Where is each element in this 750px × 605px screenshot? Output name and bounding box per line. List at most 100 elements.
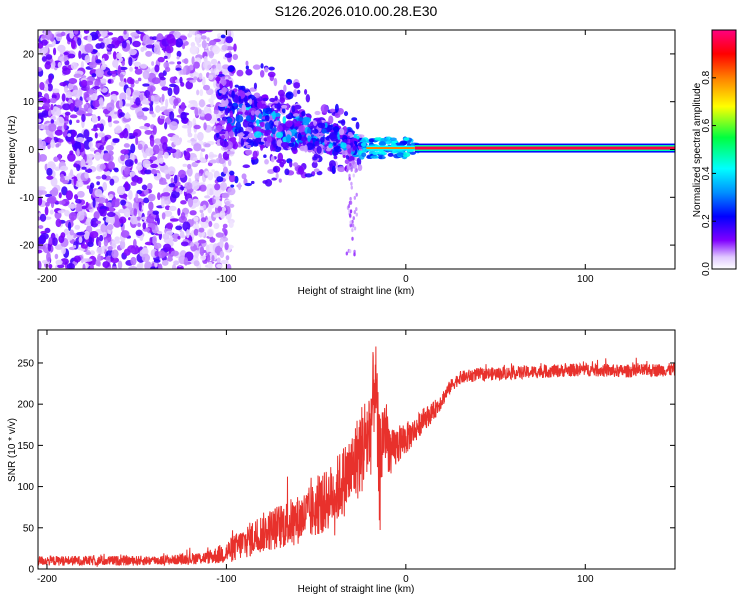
heatmap-cell: [284, 169, 289, 176]
heatmap-cell: [350, 209, 352, 213]
heatmap-cell: [225, 53, 233, 58]
top-y-tick-label: 20: [23, 49, 35, 60]
heatmap-cell: [190, 210, 197, 215]
heatmap-cell: [146, 216, 155, 224]
heatmap-cell: [225, 108, 229, 116]
heatmap-cell: [135, 80, 139, 84]
heatmap-cell: [285, 120, 293, 127]
heatmap-cell: [39, 82, 44, 90]
heatmap-cell: [197, 132, 204, 141]
heatmap-cell: [353, 252, 355, 256]
heatmap-cell: [233, 44, 237, 52]
heatmap-cell: [166, 34, 175, 44]
heatmap-cell: [106, 102, 114, 111]
heatmap-cell: [174, 175, 178, 184]
heatmap-cell: [279, 162, 284, 168]
heatmap-cell: [162, 212, 166, 219]
heatmap-cell: [193, 157, 198, 161]
heatmap-cell: [194, 250, 199, 258]
heatmap-cell: [175, 188, 180, 193]
heatmap-cell: [169, 206, 177, 211]
heatmap-cell: [119, 209, 124, 213]
heatmap-cell: [124, 181, 129, 190]
heatmap-cell: [105, 218, 109, 222]
top-x-axis-label: Height of straight line (km): [298, 286, 415, 297]
heatmap-cell: [139, 202, 142, 211]
heatmap-cell: [169, 183, 176, 187]
heatmap-cell: [350, 168, 352, 172]
heatmap-cell: [81, 80, 88, 87]
heatmap-cell: [223, 224, 228, 229]
heatmap-cell: [189, 121, 193, 128]
heatmap-cell: [321, 128, 326, 133]
heatmap-cell: [96, 59, 102, 64]
heatmap-cell: [191, 56, 194, 65]
heatmap-cell: [356, 122, 360, 130]
heatmap-cell: [108, 32, 113, 35]
heatmap-cell: [344, 111, 348, 116]
heatmap-cell: [128, 190, 133, 200]
heatmap-cell: [264, 67, 268, 72]
heatmap-cell: [50, 104, 53, 110]
heatmap-cell: [124, 167, 130, 175]
heatmap-cell: [221, 260, 229, 264]
heatmap-cell: [141, 100, 150, 105]
heatmap-cell: [349, 220, 351, 224]
heatmap-cell: [48, 75, 52, 83]
heatmap-cell: [334, 126, 339, 133]
heatmap-cell: [349, 197, 351, 201]
heatmap-cell: [120, 73, 124, 81]
heatmap-cell: [172, 264, 176, 271]
heatmap-cell: [351, 228, 353, 232]
heatmap-cell: [181, 212, 186, 220]
heatmap-cell: [184, 182, 192, 189]
heatmap-cell: [356, 136, 359, 140]
heatmap-cell: [110, 71, 118, 74]
heatmap-cell: [388, 153, 394, 157]
heatmap-cell: [55, 130, 63, 136]
heatmap-cell: [167, 166, 175, 175]
bottom-y-tick-label: 150: [17, 441, 34, 452]
heatmap-cell: [346, 251, 348, 255]
heatmap-cell: [320, 137, 325, 143]
heatmap-cell: [95, 132, 98, 138]
heatmap-cell: [177, 61, 181, 64]
heatmap-cell: [164, 122, 167, 129]
heatmap-cell: [164, 152, 169, 159]
heatmap-cell: [198, 228, 204, 233]
heatmap-cell: [209, 160, 218, 163]
heatmap-cell: [219, 239, 223, 248]
heatmap-cell: [87, 81, 93, 86]
heatmap-cell: [274, 167, 278, 173]
heatmap-cell: [114, 168, 119, 172]
heatmap-cell: [66, 91, 73, 98]
heatmap-cell: [87, 185, 91, 189]
heatmap-cell: [139, 126, 148, 129]
heatmap-cell: [53, 48, 56, 56]
heatmap-cell: [81, 167, 86, 170]
heatmap-cell: [128, 57, 132, 66]
heatmap-cell: [221, 79, 227, 85]
heatmap-cell: [84, 113, 92, 116]
heatmap-cell: [346, 168, 348, 172]
heatmap-cell: [64, 123, 67, 130]
heatmap-cell: [199, 89, 203, 96]
heatmap-cell: [212, 195, 216, 204]
heatmap-cell: [190, 46, 199, 55]
heatmap-cell: [353, 173, 355, 177]
heatmap-cell: [91, 73, 96, 77]
heatmap-cell: [96, 247, 105, 255]
heatmap-cell: [207, 37, 210, 41]
heatmap-cell: [265, 179, 272, 187]
heatmap-cell: [235, 121, 241, 130]
heatmap-cell: [312, 156, 317, 160]
heatmap-cell: [142, 107, 149, 111]
heatmap-cell: [99, 235, 103, 242]
heatmap-cell: [46, 252, 51, 262]
heatmap-cell: [142, 83, 150, 86]
heatmap-cell: [181, 102, 186, 111]
heatmap-cell: [355, 207, 357, 211]
heatmap-cell: [286, 134, 291, 143]
heatmap-cell: [107, 52, 111, 55]
heatmap-cell: [46, 61, 51, 65]
